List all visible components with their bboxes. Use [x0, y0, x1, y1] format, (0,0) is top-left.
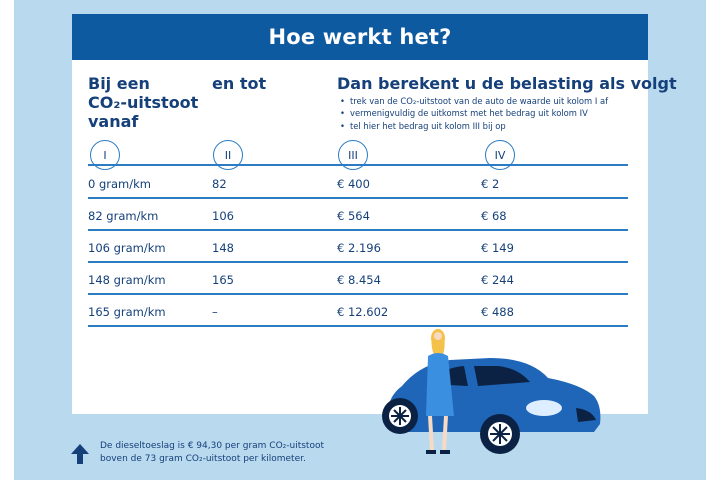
- column-header-calculation: Dan berekent u de belasting als volgt: [337, 74, 677, 93]
- instruction-list: trek van de CO₂-uitstoot van de auto de …: [340, 95, 608, 132]
- cell-rate: € 68: [481, 209, 507, 223]
- cell-rate: € 488: [481, 305, 514, 319]
- cell-from: 106 gram/km: [88, 241, 166, 255]
- table-divider: [88, 164, 628, 166]
- cell-from: 82 gram/km: [88, 209, 159, 223]
- table-divider: [88, 197, 628, 199]
- cell-base-amount: € 400: [337, 177, 370, 191]
- column-number-iv: IV: [485, 140, 515, 170]
- cell-from: 148 gram/km: [88, 273, 166, 287]
- column-number-ii: II: [213, 140, 243, 170]
- cell-base-amount: € 2.196: [337, 241, 381, 255]
- table-divider: [88, 293, 628, 295]
- content-card: [72, 14, 648, 414]
- column-header-from: Bij een CO₂-uitstoot vanaf: [88, 74, 208, 131]
- cell-base-amount: € 564: [337, 209, 370, 223]
- arrow-up-icon: [71, 444, 89, 464]
- cell-rate: € 244: [481, 273, 514, 287]
- column-header-from-line: CO₂-uitstoot: [88, 93, 199, 112]
- table-divider: [88, 229, 628, 231]
- column-header-to: en tot: [212, 74, 267, 93]
- cell-from: 165 gram/km: [88, 305, 166, 319]
- table-divider: [88, 261, 628, 263]
- cell-to: 165: [212, 273, 234, 287]
- cell-rate: € 2: [481, 177, 500, 191]
- footnote-line: De dieseltoeslag is € 94,30 per gram CO₂…: [100, 441, 325, 451]
- column-header-from-line: Bij een: [88, 74, 150, 93]
- car-illustration: [382, 329, 601, 454]
- title-banner: Hoe werkt het?: [72, 14, 648, 60]
- instruction-item: vermenigvuldig de uitkomst met het bedra…: [340, 107, 608, 120]
- cell-rate: € 149: [481, 241, 514, 255]
- instruction-item: trek van de CO₂-uitstoot van de auto de …: [340, 95, 608, 108]
- column-header-from-line: vanaf: [88, 112, 139, 131]
- cell-to: 106: [212, 209, 234, 223]
- cell-to: 148: [212, 241, 234, 255]
- cell-base-amount: € 12.602: [337, 305, 389, 319]
- column-number-i: I: [90, 140, 120, 170]
- cell-to: –: [212, 305, 218, 319]
- cell-to: 82: [212, 177, 227, 191]
- instruction-item: tel hier het bedrag uit kolom III bij op: [340, 120, 608, 133]
- cell-from: 0 gram/km: [88, 177, 151, 191]
- page-title: Hoe werkt het?: [268, 25, 452, 49]
- diesel-footnote: De dieseltoeslag is € 94,30 per gram CO₂…: [100, 440, 324, 466]
- column-number-iii: III: [338, 140, 368, 170]
- person-illustration: [426, 329, 454, 454]
- table-divider: [88, 325, 628, 327]
- footnote-line: boven de 73 gram CO₂-uitstoot per kilome…: [100, 454, 306, 464]
- cell-base-amount: € 8.454: [337, 273, 381, 287]
